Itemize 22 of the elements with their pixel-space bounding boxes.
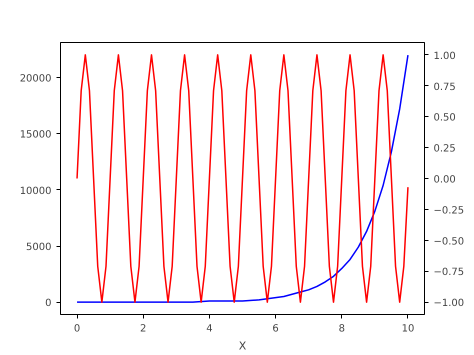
y2-tick-label: −0.75 [434,267,464,278]
x-axis-title: X [238,340,247,352]
y2-tick-label: 0.75 [434,82,456,93]
y-tick-label: 5000 [26,242,52,254]
x-tick-label: 4 [206,324,213,334]
y-tick-label: 15000 [20,130,52,141]
y-tick-label: 10000 [20,186,52,197]
y2-tick-label: −0.50 [434,236,464,248]
y2-tick-label: 0.00 [434,174,456,186]
x-tick-label: 0 [74,324,80,334]
y-tick-label: 20000 [20,74,52,85]
y2-tick-label: 0.25 [434,144,456,155]
x-tick-label: 8 [338,324,345,334]
y2-tick-label: −1.00 [434,298,464,310]
y-tick-label: 0 [45,298,52,310]
line-series [76,54,409,303]
y2-tick-label: 1.00 [434,50,456,62]
x-tick-label: 10 [402,324,414,334]
y2-tick-label: 0.50 [434,112,456,124]
x-tick-label: 2 [140,324,146,334]
y2-tick-label: −0.25 [434,205,464,216]
x-tick-label: 6 [272,324,279,334]
